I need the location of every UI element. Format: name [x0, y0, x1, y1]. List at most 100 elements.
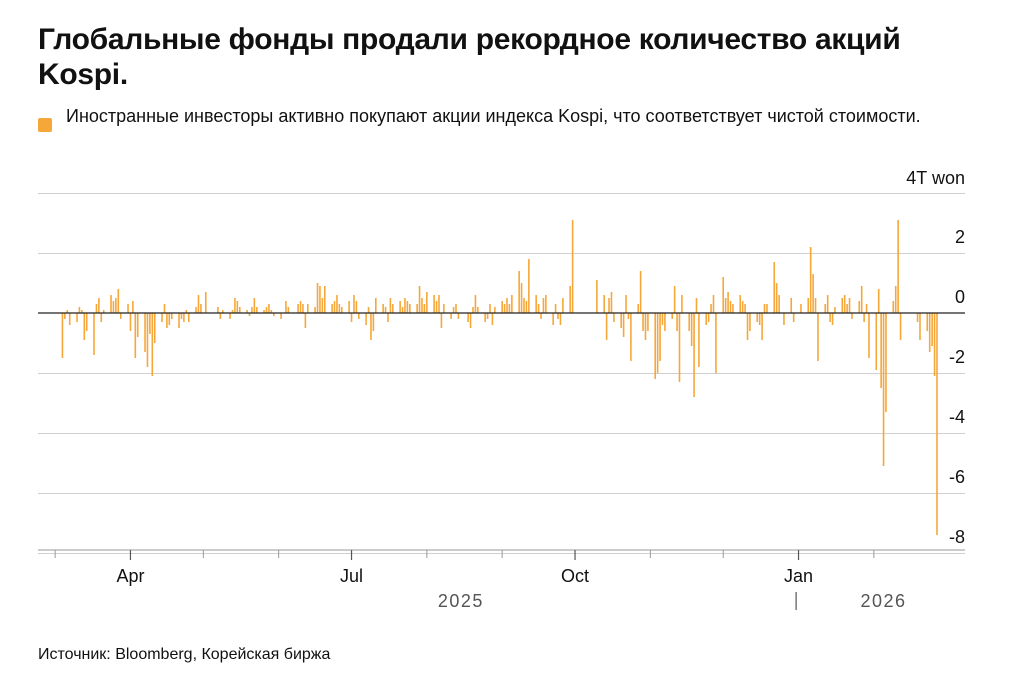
bar [204, 292, 207, 313]
bar [868, 313, 870, 358]
bar [115, 298, 117, 313]
bar [389, 298, 392, 313]
bar [375, 298, 377, 313]
bar [358, 313, 360, 319]
bar [61, 313, 64, 358]
bar [299, 301, 302, 313]
bar [678, 313, 681, 382]
bar [603, 295, 605, 313]
bar [851, 313, 853, 319]
bar [238, 307, 241, 313]
bar [333, 301, 336, 313]
bar [523, 298, 525, 313]
bar [562, 298, 564, 313]
gridlines [38, 193, 965, 554]
bar [83, 313, 86, 340]
bar [552, 313, 554, 325]
bar [858, 301, 861, 313]
bar [501, 301, 503, 313]
bar [885, 313, 887, 412]
bar [66, 310, 69, 313]
bar [926, 313, 929, 331]
bar [433, 295, 435, 313]
bar [834, 307, 836, 313]
x-tick-label: Jul [340, 566, 363, 586]
bar [831, 313, 834, 325]
bar [102, 310, 105, 313]
y-tick-label: -2 [949, 347, 965, 367]
y-tick-label: -8 [949, 527, 965, 547]
bar [268, 304, 270, 313]
bar [372, 313, 375, 331]
bar [863, 313, 865, 322]
bar [656, 313, 659, 373]
bar [846, 304, 848, 313]
bar [163, 304, 166, 313]
bar [880, 313, 882, 388]
bar [98, 298, 100, 313]
bar [253, 298, 256, 313]
bar [287, 307, 290, 313]
bar [127, 304, 129, 313]
bar [477, 307, 479, 313]
bar [826, 295, 829, 313]
bar [134, 313, 137, 358]
bar [136, 313, 139, 337]
bar [933, 313, 936, 376]
bar [197, 295, 200, 313]
bar [732, 304, 734, 313]
bar [724, 298, 727, 313]
bar [715, 313, 717, 373]
bar [406, 301, 409, 313]
bar [642, 313, 644, 331]
bar [302, 304, 304, 313]
bar [817, 313, 819, 361]
bar [314, 307, 316, 313]
bar [195, 307, 197, 313]
bar [814, 298, 817, 313]
bar [894, 286, 897, 313]
bar [756, 313, 759, 322]
bar [338, 304, 341, 313]
bar [744, 304, 746, 313]
bar [790, 298, 793, 313]
bar [404, 298, 406, 313]
bar [331, 304, 333, 313]
bar [809, 247, 812, 313]
bar [919, 313, 921, 340]
y-unit-label: 4T won [906, 168, 965, 188]
bar [280, 313, 282, 319]
y-tick-label: 2 [955, 227, 965, 247]
bar [185, 310, 188, 313]
bar [472, 307, 474, 313]
bar [161, 313, 163, 322]
bar [353, 295, 355, 313]
bar [596, 280, 598, 313]
bar [741, 301, 744, 313]
bar [367, 307, 370, 313]
bar [183, 313, 185, 322]
bar [630, 313, 632, 361]
bar [693, 313, 695, 397]
bar [559, 313, 562, 325]
bar [486, 313, 489, 319]
bar [705, 313, 708, 325]
bar [783, 313, 785, 325]
bar [766, 304, 768, 313]
bar [639, 271, 642, 313]
source-note: Источник: Bloomberg, Корейская биржа [38, 646, 331, 663]
bar [265, 307, 268, 313]
bar [931, 313, 933, 346]
bar [231, 310, 234, 313]
x-axis: Apr Jul Oct Jan 2025 2026 [38, 549, 965, 611]
bar [625, 295, 627, 313]
bar [508, 304, 511, 313]
bar [316, 283, 319, 313]
legend-swatch [38, 118, 52, 132]
bar [416, 304, 418, 313]
bar [484, 313, 486, 322]
bar [610, 292, 613, 313]
bar [860, 286, 863, 313]
bar [763, 304, 766, 313]
bar [511, 295, 513, 313]
